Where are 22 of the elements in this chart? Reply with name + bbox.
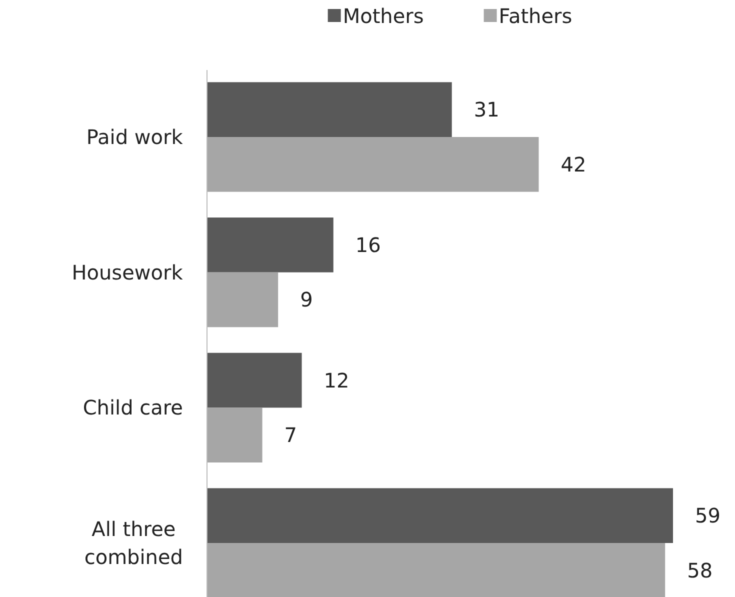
- data-label: 16: [355, 232, 381, 257]
- data-label: 7: [284, 423, 298, 448]
- data-label: 9: [300, 288, 313, 312]
- legend-label: Fathers: [498, 4, 572, 28]
- bar: [207, 488, 673, 544]
- legend-label: Mothers: [342, 4, 424, 28]
- data-label: 31: [474, 98, 500, 122]
- bar: [207, 543, 666, 597]
- y-tick-label: Paid work: [86, 124, 184, 149]
- bar: [207, 352, 302, 408]
- data-label: 59: [695, 504, 720, 528]
- data-label: 42: [560, 152, 586, 176]
- bar: [207, 136, 539, 192]
- data-label: 58: [687, 558, 713, 582]
- bar: [207, 272, 278, 328]
- y-tick-label: Housework: [72, 260, 184, 284]
- y-tick-label: Child care: [82, 396, 183, 420]
- bar: [207, 218, 334, 272]
- data-label: 12: [324, 368, 350, 392]
- bar: [207, 408, 262, 462]
- bar: [207, 82, 452, 137]
- y-tick-label: All three combined: [84, 517, 183, 570]
